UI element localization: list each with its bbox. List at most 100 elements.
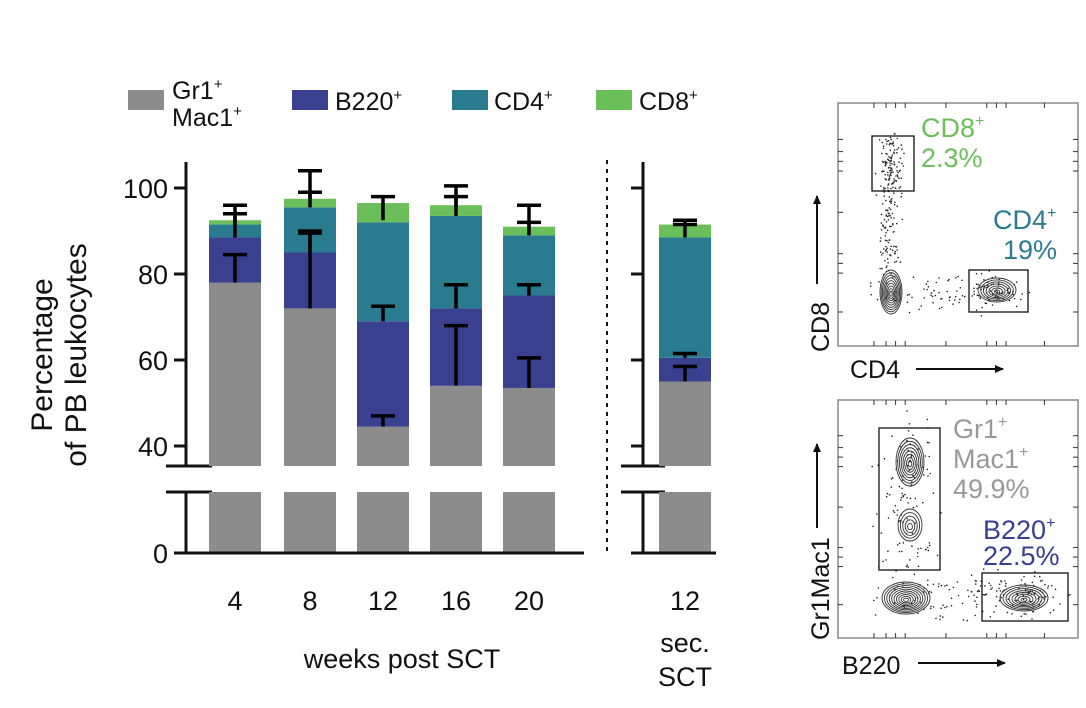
event-dot [977, 294, 980, 297]
event-dot [890, 202, 892, 204]
event-dot [928, 590, 931, 593]
density-contour [897, 440, 923, 484]
event-dot [880, 229, 883, 231]
event-dot [891, 143, 894, 145]
density-contour [888, 288, 894, 299]
event-dot [884, 239, 887, 242]
event-dot [959, 298, 961, 301]
flow-plot-events [871, 410, 1071, 622]
event-dot [888, 494, 891, 496]
event-dot [887, 219, 890, 221]
event-dot [886, 140, 888, 143]
event-dot [1022, 598, 1025, 601]
bar-segment-gr1mac1 [430, 385, 482, 466]
event-dot [884, 260, 886, 262]
event-dot [1031, 581, 1034, 584]
event-dot [885, 138, 887, 141]
event-dot [905, 565, 908, 568]
event-dot [887, 550, 889, 552]
legend-swatch-b220 [292, 90, 328, 110]
gate-label-gr1: Gr1+ [953, 414, 1007, 444]
bar-segment-gr1mac1 [284, 308, 336, 466]
event-dot [897, 171, 899, 174]
event-dot [887, 174, 889, 176]
event-dot [885, 221, 888, 223]
event-dot [888, 239, 890, 241]
event-dot [973, 287, 975, 290]
event-dot [995, 595, 998, 598]
event-dot [962, 619, 965, 621]
event-dot [908, 293, 911, 296]
event-dot [979, 286, 981, 289]
event-dot [883, 170, 885, 173]
event-dot [892, 576, 894, 579]
event-dot [902, 495, 905, 498]
event-dot [889, 149, 892, 152]
event-dot [1042, 596, 1044, 599]
event-dot [926, 418, 929, 421]
event-dot [881, 170, 883, 173]
event-dot [887, 517, 890, 519]
event-dot [977, 283, 979, 286]
x-tick-label: 8 [302, 586, 317, 616]
event-dot [928, 544, 931, 547]
event-dot [983, 279, 985, 281]
event-dot [933, 289, 935, 292]
event-dot [924, 548, 927, 551]
event-dot [900, 499, 902, 501]
event-dot [893, 178, 895, 180]
event-dot [976, 603, 978, 606]
density-contour [900, 447, 920, 479]
gate-value-cd8: 2.3% [921, 143, 983, 173]
event-dot [874, 172, 877, 175]
event-dot [906, 301, 909, 304]
event-dot [926, 441, 929, 444]
density-contour [899, 444, 921, 481]
event-dot [974, 583, 977, 585]
gate-b220 [981, 572, 1069, 622]
event-dot [967, 589, 969, 592]
density-contour [904, 519, 916, 534]
event-dot [930, 605, 932, 608]
event-dot [997, 568, 999, 571]
event-dot [904, 493, 906, 496]
legend-label-cd4: CD4+ [494, 87, 553, 116]
event-dot [890, 167, 893, 170]
event-dot [910, 484, 913, 486]
event-dot [1023, 575, 1025, 578]
y-ticks: 0 40 60 80 100 [123, 174, 643, 569]
event-dot [1020, 615, 1023, 618]
secondary-sub-label-line2: SCT [658, 662, 712, 692]
event-dot [948, 299, 951, 302]
event-dot [891, 249, 894, 251]
event-dot [885, 245, 887, 248]
event-dot [911, 545, 913, 547]
event-dot [940, 512, 942, 514]
flow-plot-frame [837, 102, 1079, 347]
event-dot [976, 294, 979, 297]
event-dot [918, 308, 920, 311]
event-dot [885, 152, 887, 155]
y-axis-label-line2: of PB leukocytes [60, 243, 93, 466]
y-tick-label: 0 [153, 539, 168, 569]
event-dot [886, 229, 889, 232]
event-dot [889, 225, 891, 228]
event-dot [938, 307, 941, 310]
event-dot [1015, 281, 1018, 283]
event-dot [1011, 613, 1013, 615]
event-dot [1037, 598, 1039, 600]
event-dot [940, 584, 943, 587]
event-dot [886, 492, 889, 495]
event-dot [1020, 579, 1023, 581]
event-dot [913, 573, 916, 576]
density-contour [895, 592, 917, 607]
event-dot [890, 171, 893, 174]
event-dot [911, 296, 913, 299]
bar-base-stub [659, 492, 711, 552]
event-dot [889, 200, 891, 203]
event-dot [1039, 580, 1042, 582]
event-dot [897, 147, 900, 149]
gate-cd4 [968, 269, 1029, 313]
event-dot [952, 303, 954, 305]
event-dot [938, 291, 940, 294]
